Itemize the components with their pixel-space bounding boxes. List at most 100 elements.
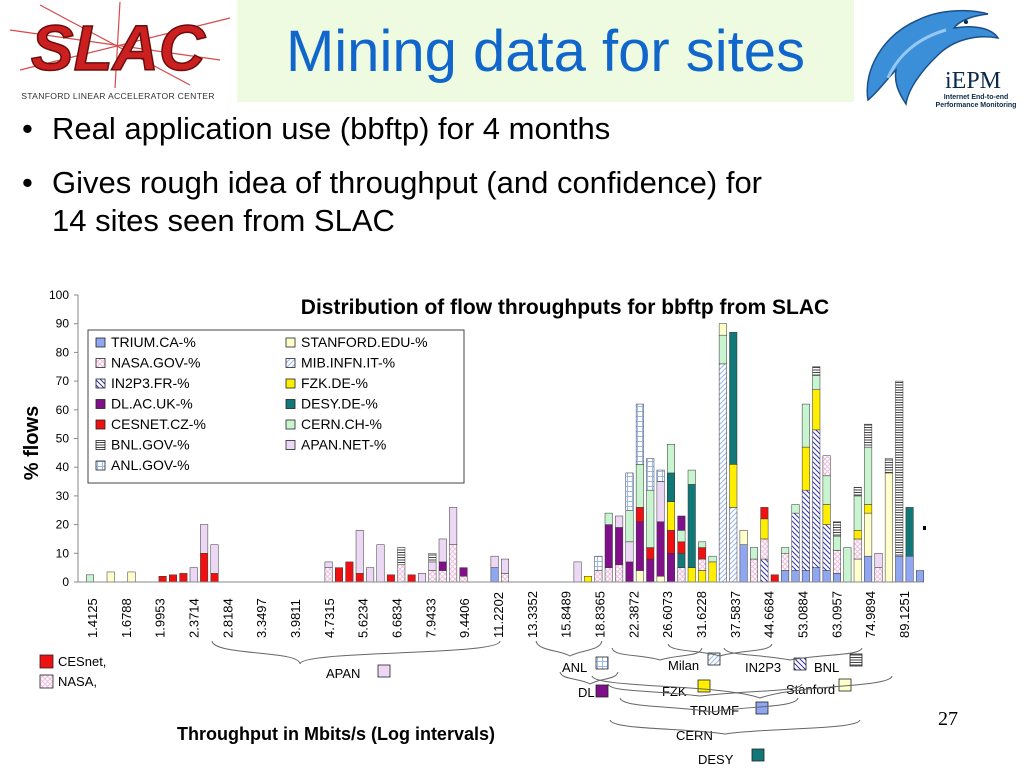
- chart-bar: [698, 547, 707, 560]
- chart-bar: [324, 561, 333, 568]
- chart-bar: [895, 555, 904, 583]
- chart-bar: [428, 561, 437, 571]
- chart-x-axis-label: Throughput in Mbits/s (Log intervals): [177, 724, 495, 744]
- chart-bar: [646, 489, 655, 548]
- chart-bar: [884, 458, 893, 474]
- chart-bar: [438, 570, 447, 583]
- chart-bar: [438, 561, 447, 571]
- x-tick-label: 1.9953: [153, 598, 168, 638]
- slac-logo: SLAC STANFORD LINEAR ACCELERATOR CENTER: [9, 1, 231, 101]
- site-label: BNL: [814, 660, 839, 675]
- chart-bar: [127, 571, 136, 583]
- chart-bar: [718, 334, 727, 365]
- chart-bar: [449, 507, 458, 545]
- chart-bar: [843, 547, 852, 583]
- iepm-logo-text: iEPM: [945, 68, 1001, 94]
- chart-bar: [418, 573, 426, 583]
- site-label: DESY: [698, 752, 734, 767]
- site-swatch: [39, 654, 54, 669]
- chart-bar: [708, 555, 717, 563]
- chart-bar: [801, 403, 810, 448]
- y-tick-label: 30: [56, 489, 70, 503]
- chart-bar: [708, 561, 717, 583]
- chart-bar: [801, 489, 810, 571]
- chart-bar: [770, 574, 779, 583]
- site-label: NASA,: [58, 674, 97, 689]
- iepm-logo-caption-1: Internet End-to-end: [944, 94, 1009, 101]
- bullet-glyph: •: [22, 111, 33, 146]
- chart-bar: [864, 555, 873, 583]
- chart-bar: [812, 389, 821, 431]
- x-tick-label: 63.0957: [829, 591, 844, 638]
- legend-swatch: [95, 419, 106, 430]
- chart-bar: [667, 501, 675, 531]
- grouping-brace: [607, 683, 803, 697]
- chart-bar: [189, 567, 198, 583]
- chart-bar: [179, 573, 188, 583]
- site-swatch: [39, 674, 54, 689]
- legend-box: [87, 329, 465, 484]
- site-label: ANL: [562, 660, 587, 675]
- site-label: CESnet,: [58, 654, 106, 669]
- page-number: 27: [938, 708, 958, 730]
- chart-bar: [687, 469, 696, 485]
- chart-bar: [801, 446, 810, 491]
- chart-title: Distribution of flow throughputs for bbf…: [301, 296, 829, 319]
- chart-bar: [667, 553, 675, 583]
- site-swatch: [707, 652, 721, 666]
- chart-bar: [760, 507, 769, 520]
- chart-y-axis-label: % flows: [21, 406, 43, 480]
- chart-bar: [376, 544, 385, 583]
- slac-logo-caption: STANFORD LINEAR ACCELERATOR CENTER: [21, 91, 215, 101]
- chart-bar: [853, 487, 862, 497]
- chart-bar: [853, 538, 862, 560]
- stray-dot: [923, 526, 926, 530]
- chart-bar: [833, 521, 841, 537]
- grouping-brace: [723, 647, 863, 661]
- chart-bar: [687, 484, 696, 568]
- chart-bar: [853, 530, 862, 540]
- chart-bar: [853, 558, 862, 583]
- chart-bar: [604, 524, 613, 568]
- chart-bar: [874, 553, 883, 568]
- legend-label: CESNET.CZ-%: [111, 416, 206, 432]
- x-tick-label: 2.3714: [187, 598, 202, 638]
- chart-bar: [428, 570, 437, 583]
- chart-axes: 0 10 20 30 40 50 60 70 80 90 100 1.4125 1.6788 1.9953…: [49, 288, 920, 638]
- site-swatch: [793, 657, 807, 671]
- chart-bar: [615, 527, 624, 566]
- chart-bar: [667, 472, 675, 502]
- chart-bar: [698, 558, 707, 571]
- legend-swatch: [95, 399, 106, 409]
- site-label: TRIUMF: [690, 703, 739, 718]
- chart-bar: [459, 576, 468, 583]
- x-tick-label: 22.3872: [626, 591, 641, 638]
- chart-bar: [635, 521, 644, 571]
- chart-bar: [916, 570, 924, 583]
- x-tick-label: 53.0884: [796, 591, 811, 638]
- chart-bar: [750, 547, 758, 560]
- chart-bar: [833, 550, 841, 574]
- grouping-brace: [667, 643, 773, 657]
- dolphin-icon: [866, 9, 1000, 107]
- chart-bar: [677, 553, 686, 568]
- legend-label: TRIUM.CA-%: [111, 334, 196, 350]
- y-tick-label: 50: [56, 432, 70, 446]
- chart-bar: [625, 541, 634, 563]
- chart-bar: [86, 574, 94, 583]
- legend-swatch: [285, 440, 296, 450]
- bullet-text: 14 sites seen from SLAC: [52, 203, 395, 238]
- legend-label: FZK.DE-%: [301, 375, 368, 391]
- chart-bar: [864, 504, 873, 514]
- chart-bar: [656, 521, 665, 577]
- chart-bar: [386, 574, 395, 583]
- chart-bar: [884, 472, 893, 583]
- chart-bar: [822, 524, 831, 571]
- chart-bar: [905, 555, 914, 583]
- chart-bar: [677, 541, 686, 554]
- chart-bar: [615, 515, 624, 528]
- site-label: APAN: [326, 666, 360, 681]
- x-tick-label: 26.6073: [660, 591, 675, 638]
- legend-label: DL.AC.UK-%: [111, 396, 193, 412]
